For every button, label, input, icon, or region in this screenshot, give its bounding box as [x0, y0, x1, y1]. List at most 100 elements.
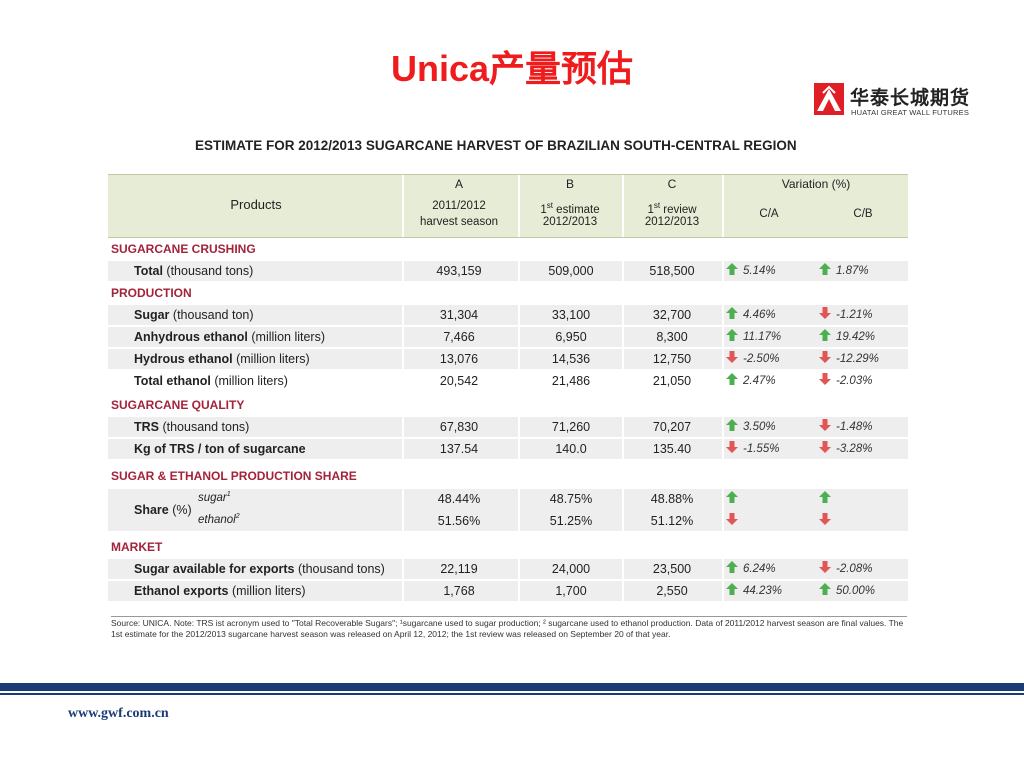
section-sugarcane-crushing: SUGARCANE CRUSHING	[111, 242, 256, 256]
row-label: TRS (thousand tons)	[134, 420, 250, 434]
cell-ca: 2.47%	[725, 370, 776, 392]
cell-cb: 19.42%	[818, 326, 875, 348]
cell-b: 140.0	[555, 442, 587, 456]
arrow-up-icon	[726, 263, 738, 275]
share-ethanol-label: ethanol2	[198, 513, 240, 526]
table-row: Hydrous ethanol (million liters) 13,076 14…	[108, 348, 908, 370]
arrow-up-icon	[726, 561, 738, 573]
table-row: Sugar available for exports (thousand to…	[108, 558, 908, 580]
cell-a: 22,119	[440, 562, 478, 576]
arrow-down-icon	[726, 513, 738, 525]
estimate-table: Products A 2011/2012 harvest season B 1s…	[108, 174, 908, 602]
cell-b: 6,950	[555, 330, 587, 344]
row-label: Anhydrous ethanol (million liters)	[134, 330, 325, 344]
table-row: Sugar (thousand ton) 31,304 33,100 32,700 4.…	[108, 304, 908, 326]
table-heading: ESTIMATE FOR 2012/2013 SUGARCANE HARVEST…	[195, 138, 797, 153]
footer-bar-thin	[0, 693, 1024, 695]
arrow-up-icon	[726, 491, 738, 503]
cell-b: 21,486	[551, 374, 591, 388]
arrow-up-icon	[726, 583, 738, 595]
cell-ca: 44.23%	[725, 580, 782, 602]
row-label: Sugar (thousand ton)	[134, 308, 254, 322]
header-col-b-line2: 2012/2013	[542, 216, 598, 228]
arrow-up-icon	[819, 583, 831, 595]
share-sugar-cb	[818, 490, 836, 505]
table-row: Ethanol exports (million liters) 1,768 1,7…	[108, 580, 908, 602]
header-variation: Variation (%)	[781, 177, 851, 191]
cell-c: 12,750	[652, 352, 692, 366]
cell-ca: 5.14%	[725, 260, 776, 282]
cell-ca: 11.17%	[725, 326, 781, 348]
cell-c: 23,500	[652, 562, 692, 576]
section-production: PRODUCTION	[111, 286, 192, 300]
arrow-down-icon	[819, 561, 831, 573]
share-sugar-label: sugar1	[198, 491, 231, 504]
cell-b: 33,100	[551, 308, 591, 322]
row-label: Hydrous ethanol (million liters)	[134, 352, 310, 366]
cell-cb: -2.08%	[818, 558, 872, 580]
header-col-a-letter: A	[454, 177, 463, 191]
table-row-share: Share (%) sugar1 ethanol2 48.44% 48.75% …	[108, 487, 908, 533]
cell-c: 2,550	[656, 584, 688, 598]
cell-b: 1,700	[555, 584, 587, 598]
share-ethanol-a: 51.56%	[437, 514, 481, 528]
cell-a: 20,542	[439, 374, 479, 388]
cell-a: 493,159	[436, 264, 482, 278]
logo-chinese-name: 华泰长城期货	[850, 88, 971, 109]
cell-ca: 3.50%	[725, 416, 776, 438]
cell-a: 7,466	[443, 330, 475, 344]
share-ethanol-cb	[818, 512, 836, 527]
cell-cb: -1.21%	[818, 304, 872, 326]
cell-ca: 6.24%	[725, 558, 776, 580]
cell-cb: -2.03%	[818, 370, 872, 392]
cell-c: 70,207	[652, 420, 692, 434]
header-col-c-line2: 2012/2013	[644, 216, 700, 228]
cell-a: 67,830	[439, 420, 479, 434]
cell-ca: -2.50%	[725, 348, 779, 370]
arrow-down-icon	[819, 513, 831, 525]
cell-cb: -3.28%	[818, 438, 872, 460]
table-row: Kg of TRS / ton of sugarcane 137.54 140.0 1…	[108, 438, 908, 460]
cell-c: 518,500	[649, 264, 695, 278]
cell-b: 14,536	[551, 352, 591, 366]
table-row: TRS (thousand tons) 67,830 71,260 70,207 3.5…	[108, 416, 908, 438]
share-sugar-b: 48.75%	[549, 492, 593, 506]
source-note: Source: UNICA. Note: TRS ist acronym use…	[111, 616, 907, 640]
cell-a: 13,076	[439, 352, 479, 366]
website-url: www.gwf.com.cn	[68, 706, 169, 721]
cell-b: 24,000	[551, 562, 591, 576]
cell-cb: 1.87%	[818, 260, 869, 282]
arrow-down-icon	[819, 307, 831, 319]
arrow-down-icon	[819, 351, 831, 363]
cell-ca: -1.55%	[725, 438, 779, 460]
row-label: Kg of TRS / ton of sugarcane	[134, 442, 306, 456]
share-sugar-ca	[725, 490, 743, 505]
header-col-c-letter: C	[667, 177, 677, 191]
cell-c: 8,300	[656, 330, 688, 344]
slide-title: Unica产量预估	[390, 48, 634, 89]
arrow-down-icon	[726, 441, 738, 453]
header-col-c-line1: 1st review	[647, 201, 697, 216]
table-row: Total (thousand tons) 493,159 509,000 518,5…	[108, 260, 908, 282]
header-col-b-letter: B	[565, 177, 574, 191]
header-products: Products	[230, 197, 282, 212]
share-ethanol-b: 51.25%	[549, 514, 593, 528]
cell-b: 71,260	[551, 420, 591, 434]
table-row: Anhydrous ethanol (million liters) 7,466 6…	[108, 326, 908, 348]
cell-c: 135.40	[652, 442, 692, 456]
arrow-down-icon	[819, 419, 831, 431]
company-logo: 华泰长城期货 HUATAI GREAT WALL FUTURES	[814, 83, 989, 119]
section-production-share: SUGAR & ETHANOL PRODUCTION SHARE	[111, 469, 357, 483]
section-market: MARKET	[111, 540, 163, 554]
arrow-up-icon	[726, 373, 738, 385]
arrow-up-icon	[726, 307, 738, 319]
cell-cb: -1.48%	[818, 416, 872, 438]
cell-a: 1,768	[443, 584, 475, 598]
cell-c: 32,700	[652, 308, 692, 322]
arrow-up-icon	[819, 491, 831, 503]
table-header: Products A 2011/2012 harvest season B 1s…	[108, 174, 908, 238]
arrow-down-icon	[726, 351, 738, 363]
share-sugar-a: 48.44%	[437, 492, 481, 506]
footer-bar	[0, 683, 1024, 691]
cell-b: 509,000	[548, 264, 594, 278]
